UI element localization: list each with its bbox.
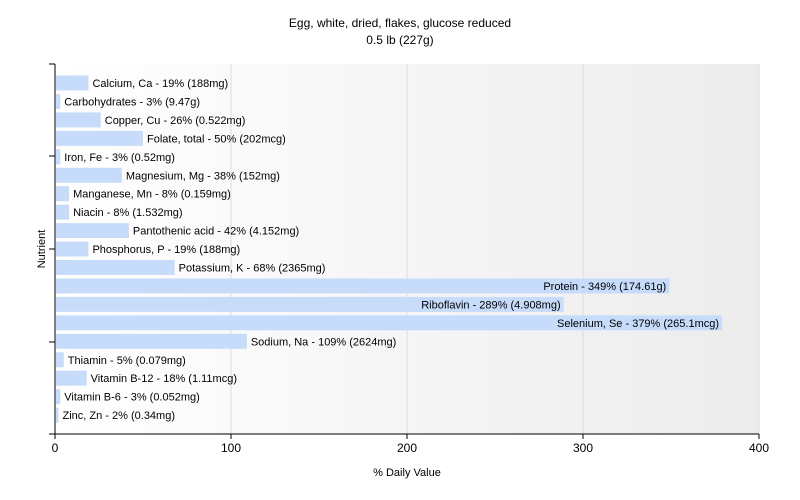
bar-label: Calcium, Ca - 19% (188mg) — [92, 78, 228, 90]
bar-label: Phosphorus, P - 19% (188mg) — [92, 244, 240, 256]
bar — [56, 186, 70, 202]
x-tick-label: 200 — [397, 441, 417, 455]
bar — [56, 278, 670, 294]
bar — [56, 75, 89, 91]
x-tick-label: 0 — [52, 441, 59, 455]
bar-label: Manganese, Mn - 8% (0.159mg) — [73, 189, 231, 201]
y-axis-label: Nutrient — [36, 230, 48, 269]
bar — [56, 389, 61, 405]
bar-label: Thiamin - 5% (0.079mg) — [68, 355, 186, 367]
bar-label: Vitamin B-6 - 3% (0.052mg) — [64, 392, 200, 404]
bar-label: Selenium, Se - 379% (265.1mcg) — [557, 318, 719, 330]
bar-label: Pantothenic acid - 42% (4.152mg) — [133, 226, 299, 238]
x-tick-label: 100 — [221, 441, 241, 455]
x-axis-label: % Daily Value — [373, 467, 441, 479]
bar-label: Vitamin B-12 - 18% (1.11mcg) — [91, 373, 237, 385]
bar — [56, 93, 61, 109]
x-tick-labels: 0 100 200 300 400 — [52, 441, 770, 455]
bar-label: Zinc, Zn - 2% (0.34mg) — [63, 410, 175, 422]
bars — [56, 75, 723, 423]
bar — [56, 296, 564, 312]
bar — [56, 241, 89, 257]
bar — [56, 407, 59, 423]
bar-label: Magnesium, Mg - 38% (152mg) — [126, 170, 280, 182]
bar — [56, 130, 143, 146]
bar — [56, 204, 70, 220]
bar-labels: Calcium, Ca - 19% (188mg) Carbohydrates -… — [63, 78, 720, 422]
bar-label: Niacin - 8% (1.532mg) — [73, 207, 182, 219]
x-tick-label: 300 — [573, 441, 593, 455]
axes — [49, 63, 760, 439]
bar-label: Protein - 349% (174.61g) — [543, 281, 666, 293]
bar — [56, 260, 175, 275]
chart-title: Egg, white, dried, flakes, glucose reduc… — [289, 16, 511, 30]
bar — [56, 352, 64, 368]
bar-label: Carbohydrates - 3% (9.47g) — [64, 96, 200, 108]
bar-label: Sodium, Na - 109% (2624mg) — [251, 336, 397, 348]
bar — [56, 223, 129, 239]
bar — [56, 167, 122, 183]
bar-label: Copper, Cu - 26% (0.522mg) — [105, 115, 246, 127]
bar — [56, 112, 101, 128]
bar-label: Folate, total - 50% (202mcg) — [147, 133, 286, 145]
bar — [56, 149, 61, 165]
gridlines — [230, 64, 760, 434]
bar-label: Riboflavin - 289% (4.908mg) — [421, 299, 560, 311]
chart-subtitle: 0.5 lb (227g) — [366, 33, 433, 47]
bar-label: Iron, Fe - 3% (0.52mg) — [64, 152, 175, 164]
bar-label: Potassium, K - 68% (2365mg) — [179, 263, 326, 275]
bar — [56, 370, 87, 386]
bar — [56, 333, 247, 349]
x-tick-label: 400 — [749, 441, 769, 455]
bar — [56, 315, 723, 331]
